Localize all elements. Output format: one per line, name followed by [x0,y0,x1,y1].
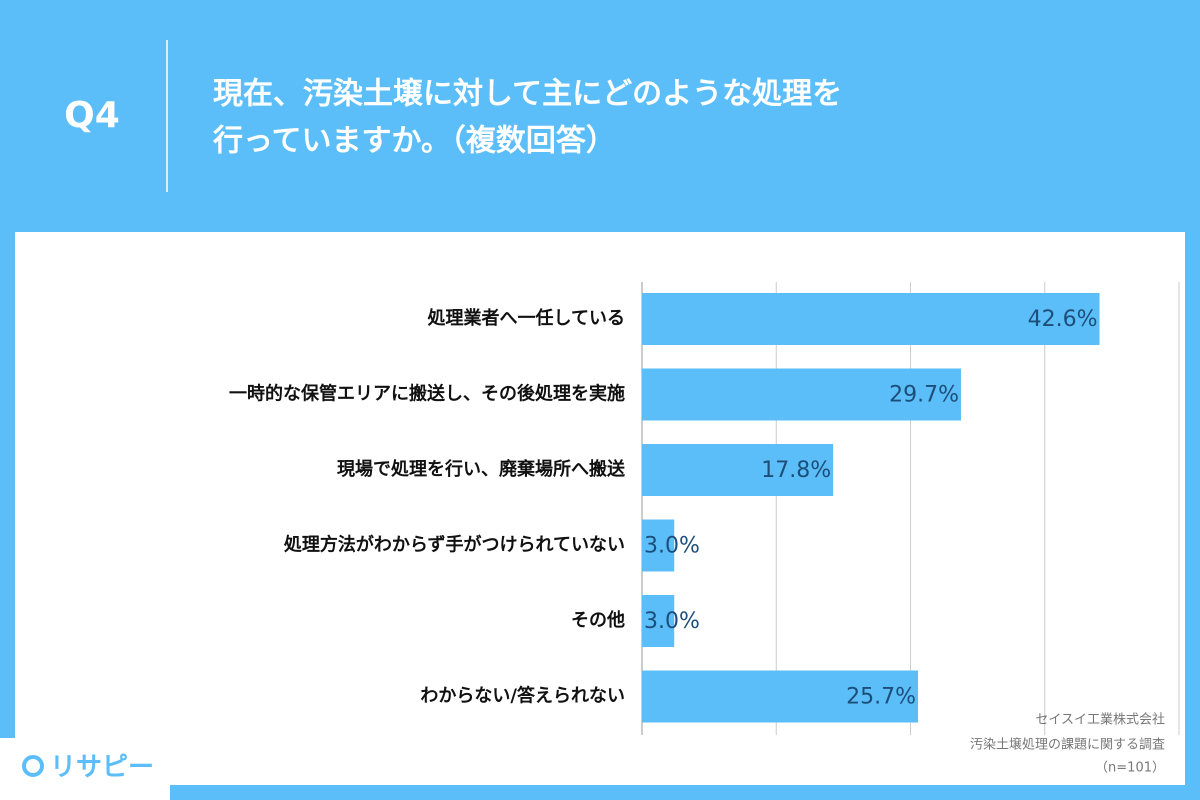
category-label: 処理方法がわからず手がつけられていない [284,534,625,556]
category-label: その他 [571,609,625,631]
logo-icon [22,755,44,777]
source: セイスイ工業株式会社 [1035,712,1165,728]
value-label: 3.0% [644,534,700,559]
question-number: Q4 [64,95,120,136]
value-label: 25.7% [846,685,916,710]
title-line: 行っていますか。（複数回答） [212,124,616,159]
bar [642,595,675,647]
category-label: 処理業者へ一任している [428,307,625,329]
logo: リサピー [50,753,154,783]
value-label: 17.8% [761,458,831,483]
source: 汚染土壌処理の課題に関する調査 [970,737,1165,753]
category-label: 現場で処理を行い、廃棄場所へ搬送 [337,458,626,480]
bar [642,670,919,723]
title-line: 現在、汚染土壌に対して主にどのような処理を [213,77,842,112]
bar [642,368,961,421]
logo-badge [0,738,170,800]
bar [642,293,1100,345]
plot: 処理業者へ一任している 42.6% 一時的な保管エリアに搬送し、その後処理を実施 29… [229,282,1180,735]
category-label: わからない/答えられない [420,685,625,707]
source: （n=101） [1095,761,1165,776]
value-label: 29.7% [889,383,959,408]
bar [642,519,675,572]
bar [642,444,834,496]
value-label: 3.0% [644,609,700,634]
value-label: 42.6% [1028,307,1098,332]
category-label: 一時的な保管エリアに搬送し、その後処理を実施 [229,383,625,405]
